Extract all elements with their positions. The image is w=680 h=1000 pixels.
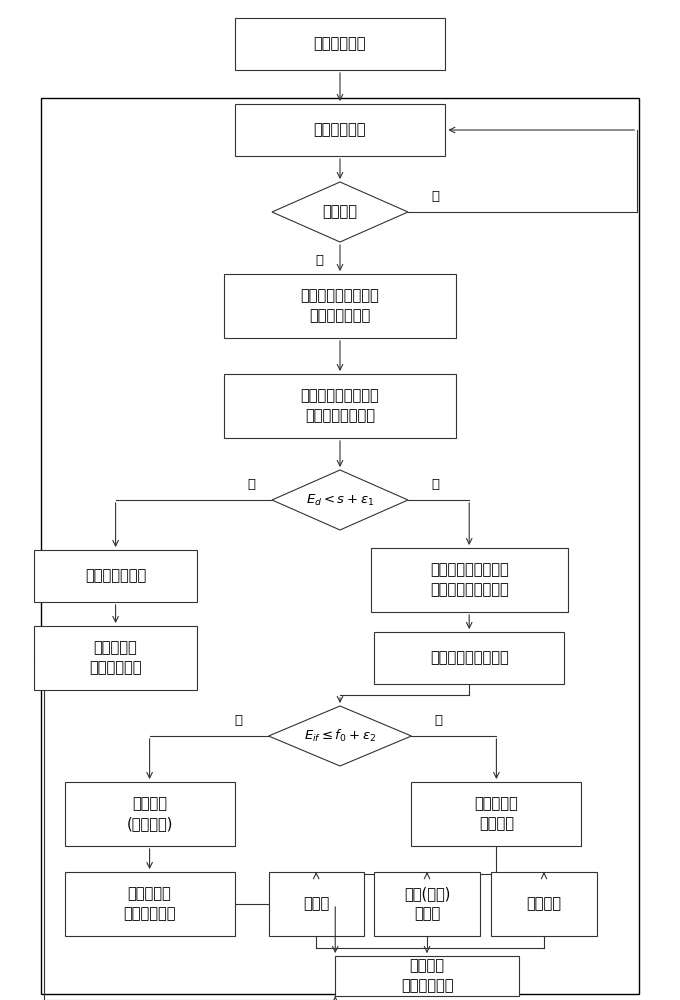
Text: 否: 否 [431,190,439,202]
Text: 混合摩擦与弹跳: 混合摩擦与弹跳 [85,568,146,584]
Text: 否: 否 [431,478,439,490]
Polygon shape [272,182,408,242]
Bar [34,550,197,602]
Bar [374,632,564,684]
Text: 发生跌落: 发生跌落 [322,205,358,220]
Text: 全周摩擦及
高频摆动: 全周摩擦及 高频摆动 [475,797,518,831]
Text: 计算悬浮力
得出控制指令: 计算悬浮力 得出控制指令 [123,887,176,921]
Text: 求解瞬时频率的期望: 求解瞬时频率的期望 [430,650,509,666]
Bar [65,782,235,846]
Text: $E_d < s+\varepsilon_1$: $E_d < s+\varepsilon_1$ [306,492,374,508]
Bar [411,782,581,846]
Text: 悬浮力: 悬浮力 [303,896,329,912]
Text: 截取采样时间长度内
轴系的位移信号: 截取采样时间长度内 轴系的位移信号 [301,289,379,323]
Bar [224,374,456,438]
Text: 是: 是 [316,253,324,266]
Text: 钟摆振动
(自由跌落): 钟摆振动 (自由跌落) [126,797,173,831]
Bar [491,872,597,936]
Bar [65,872,235,936]
Text: 加权求和
得出控制指令: 加权求和 得出控制指令 [401,959,454,993]
Text: 是: 是 [248,478,256,490]
Polygon shape [269,706,411,766]
Bar [34,626,197,690]
Bar [224,274,456,338]
Text: 否: 否 [435,714,443,726]
Bar [374,872,480,936]
Bar [269,872,364,936]
Text: 涡动(摆动)
阻尼力: 涡动(摆动) 阻尼力 [404,887,450,921]
Text: 是: 是 [234,714,242,726]
Text: 计算悬浮力
得出控制指令: 计算悬浮力 得出控制指令 [89,641,142,675]
Text: $E_{if}\leq f_0+\varepsilon_2$: $E_{if}\leq f_0+\varepsilon_2$ [304,728,376,744]
Bar [235,104,445,156]
Polygon shape [272,470,408,530]
Text: 计算采样时间内轴系
位移信号的期望值: 计算采样时间内轴系 位移信号的期望值 [301,389,379,423]
Text: 计算采样时间内轴系
位移信号的瞬时频率: 计算采样时间内轴系 位移信号的瞬时频率 [430,563,509,597]
Bar [235,18,445,70]
Bar [371,548,568,612]
Text: 加权系数: 加权系数 [526,896,562,912]
Text: 悬浮状态监测: 悬浮状态监测 [313,122,367,137]
Bar [335,956,519,996]
Text: 计算采样周期: 计算采样周期 [313,36,367,51]
